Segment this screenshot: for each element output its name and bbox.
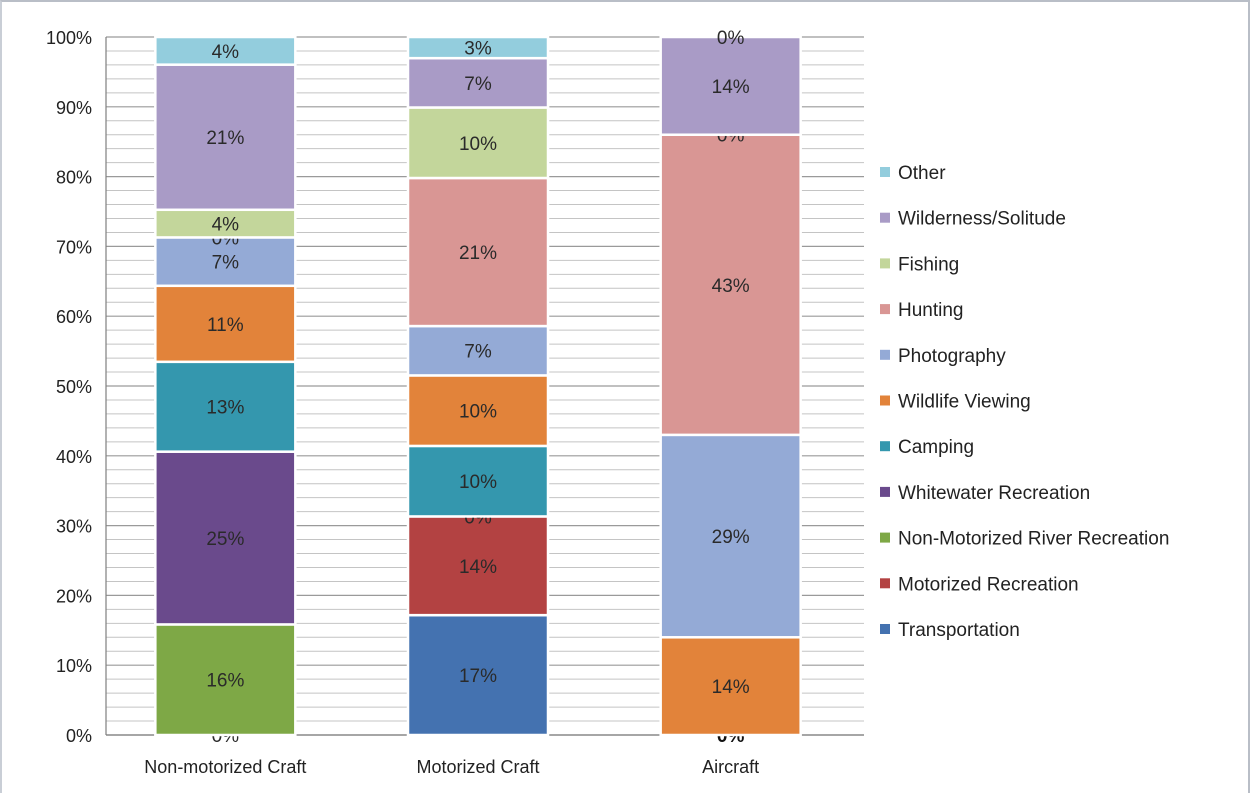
legend-label-motorized-recreation: Motorized Recreation <box>898 574 1079 595</box>
y-tick-label: 90% <box>56 98 92 118</box>
bar-segment-non-motorized-river-recreation-non-motorized-craft <box>154 623 297 737</box>
bar-segment-other-motorized-craft <box>406 35 550 60</box>
y-tick-label: 60% <box>56 307 92 327</box>
data-label-wildlife-viewing-motorized-craft: 10% <box>459 402 497 423</box>
legend-swatch-fishing <box>880 258 890 269</box>
data-label-wildlife-viewing-aircraft: 14% <box>712 677 750 698</box>
legend-swatch-non-motorized-river-recreation <box>880 532 890 543</box>
x-tick-label: Aircraft <box>702 757 759 777</box>
data-label-other-motorized-craft: 3% <box>464 39 492 60</box>
bar-segment-wilderness-solitude-aircraft <box>659 35 802 136</box>
legend-swatch-motorized-recreation <box>880 578 890 589</box>
bar-segment-hunting-motorized-craft <box>406 176 550 328</box>
data-label-photography-motorized-craft: 7% <box>464 342 492 363</box>
bar-segment-photography-motorized-craft <box>406 324 550 377</box>
data-label-camping-non-motorized-craft: 13% <box>206 398 244 419</box>
y-tick-label: 0% <box>66 726 92 746</box>
legend-label-camping: Camping <box>898 437 974 458</box>
y-tick-label: 70% <box>56 237 92 257</box>
y-tick-label: 30% <box>56 517 92 537</box>
legend-label-hunting: Hunting <box>898 300 964 321</box>
bar-segment-whitewater-recreation-non-motorized-craft <box>154 450 297 626</box>
bar-segment-wilderness-solitude-non-motorized-craft <box>154 63 297 212</box>
legend-label-photography: Photography <box>898 346 1006 367</box>
y-tick-label: 40% <box>56 447 92 467</box>
legend-swatch-wilderness-solitude <box>880 212 890 223</box>
data-label-fishing-motorized-craft: 10% <box>459 134 497 155</box>
legend-label-whitewater-recreation: Whitewater Recreation <box>898 483 1090 504</box>
legend-swatch-transportation <box>880 624 890 634</box>
legend-label-wildlife-viewing: Wildlife Viewing <box>898 392 1031 413</box>
data-label-non-motorized-river-recreation-non-motorized-craft: 16% <box>206 671 244 692</box>
bar-segment-wildlife-viewing-non-motorized-craft <box>154 284 297 364</box>
data-label-camping-motorized-craft: 10% <box>459 472 497 493</box>
data-label-hunting-motorized-craft: 21% <box>459 243 497 264</box>
x-tick-label: Motorized Craft <box>416 757 539 777</box>
data-label-transportation-motorized-craft: 17% <box>459 666 497 687</box>
bar-segment-motorized-recreation-motorized-craft <box>406 515 550 617</box>
legend-swatch-whitewater-recreation <box>880 486 890 497</box>
bar-segment-other-non-motorized-craft <box>154 35 297 66</box>
bar-segment-camping-motorized-craft <box>406 444 550 518</box>
x-tick-label: Non-motorized Craft <box>144 757 306 777</box>
data-label-wildlife-viewing-non-motorized-craft: 11% <box>207 315 244 336</box>
data-label-hunting-aircraft: 43% <box>712 276 750 297</box>
y-tick-label: 50% <box>56 377 92 397</box>
bar-segment-photography-non-motorized-craft <box>154 236 297 288</box>
bar-segment-hunting-aircraft <box>659 133 802 437</box>
data-label-photography-aircraft: 29% <box>712 527 750 548</box>
data-label-other-aircraft: 0% <box>717 28 745 49</box>
legend-label-transportation: Transportation <box>898 620 1020 641</box>
data-label-fishing-non-motorized-craft: 4% <box>212 215 240 236</box>
legend-swatch-camping <box>880 441 890 452</box>
bar-segment-photography-aircraft <box>659 433 802 639</box>
legend-swatch-other <box>880 167 890 177</box>
y-tick-label: 20% <box>56 586 92 606</box>
data-label-wilderness-solitude-non-motorized-craft: 21% <box>206 128 244 149</box>
legend-swatch-photography <box>880 349 890 360</box>
data-label-wilderness-solitude-motorized-craft: 7% <box>464 74 492 95</box>
y-tick-label: 100% <box>46 28 92 48</box>
legend-label-non-motorized-river-recreation: Non-Motorized River Recreation <box>898 529 1169 550</box>
y-tick-label: 10% <box>56 656 92 676</box>
data-label-wilderness-solitude-aircraft: 14% <box>712 77 750 98</box>
data-label-other-non-motorized-craft: 4% <box>212 42 240 63</box>
legend-swatch-hunting <box>880 304 890 315</box>
legend-label-fishing: Fishing <box>898 254 959 275</box>
data-label-motorized-recreation-motorized-craft: 14% <box>459 557 497 578</box>
data-label-whitewater-recreation-non-motorized-craft: 25% <box>206 529 244 550</box>
legend-label-other: Other <box>898 163 946 184</box>
bar-segment-camping-non-motorized-craft <box>154 360 297 453</box>
y-tick-label: 80% <box>56 168 92 188</box>
data-label-photography-non-motorized-craft: 7% <box>212 253 240 274</box>
bar-segment-wildlife-viewing-aircraft <box>659 636 802 737</box>
legend-swatch-wildlife-viewing <box>880 395 890 406</box>
legend-label-wilderness-solitude: Wilderness/Solitude <box>898 209 1066 230</box>
